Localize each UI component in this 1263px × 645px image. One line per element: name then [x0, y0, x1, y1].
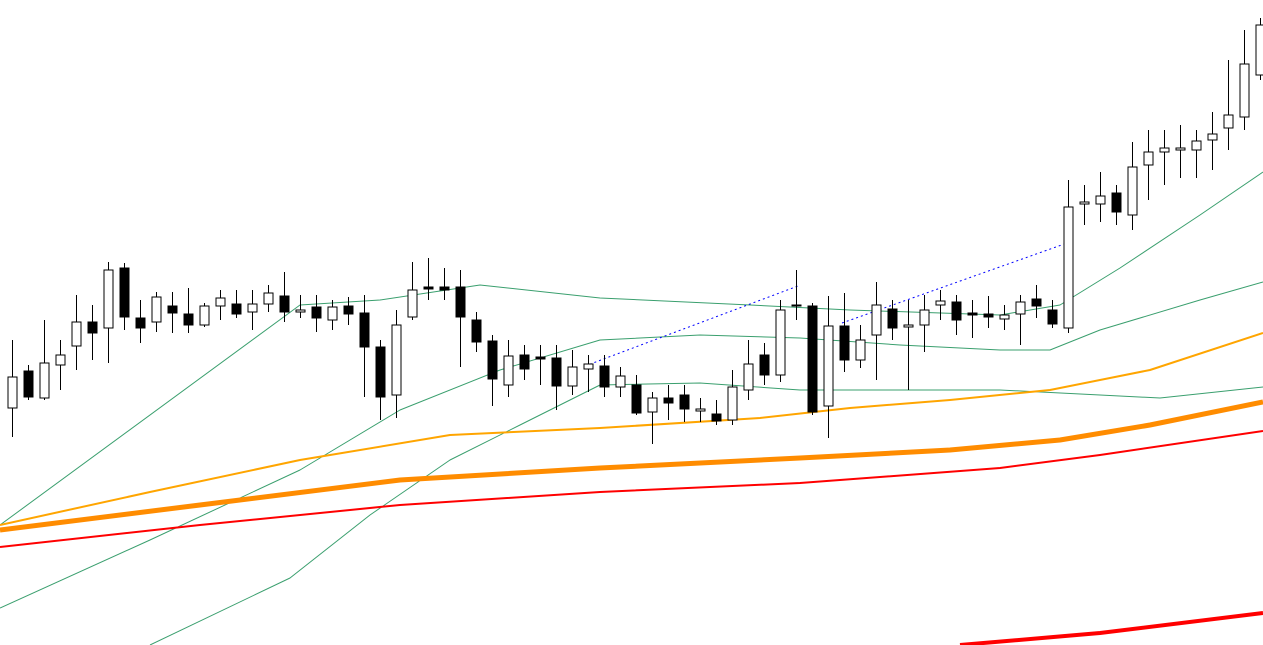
candle-body [1143, 151, 1154, 166]
indicator-line [0, 430, 1263, 548]
candle-body [199, 305, 210, 326]
candle-body [551, 357, 562, 387]
indicator-line [0, 281, 1263, 609]
candle-body [391, 324, 402, 396]
candle-body [103, 269, 114, 329]
candle-body [55, 354, 66, 366]
indicator-line [0, 171, 1263, 526]
candle-body [455, 286, 466, 318]
candle-body [327, 306, 338, 321]
candle-body [1015, 301, 1026, 315]
candle-body [231, 303, 242, 315]
candle-body [1223, 114, 1234, 129]
candle-body [1207, 133, 1218, 141]
candle-body [151, 296, 162, 323]
candle-body [775, 309, 786, 376]
candle-body [135, 317, 146, 329]
indicator-line [0, 332, 1263, 526]
candle-body [999, 314, 1010, 320]
candle-body [1047, 309, 1058, 325]
candle-body [1127, 166, 1138, 216]
candle-body [343, 305, 354, 315]
candle-body [647, 397, 658, 413]
candle-body [39, 362, 50, 399]
candle-body [679, 394, 690, 410]
candle-body [71, 321, 82, 347]
candle-body [967, 312, 978, 316]
candle-body [311, 306, 322, 319]
candle-body [791, 304, 802, 307]
candle-body [423, 286, 434, 290]
candle-body [855, 339, 866, 361]
candle-body [247, 303, 258, 313]
candle-body [183, 313, 194, 326]
candle-body [1191, 140, 1202, 151]
indicator-line [0, 399, 1263, 533]
candle-body [1175, 147, 1186, 151]
candle-body [535, 356, 546, 360]
candle-body [1111, 192, 1122, 213]
candle-body [887, 308, 898, 329]
candle-body [663, 397, 674, 404]
candle-body [839, 325, 850, 361]
candle-body [439, 286, 450, 291]
candle-body [23, 370, 34, 398]
candle-body [407, 289, 418, 318]
candle-body [1239, 63, 1250, 118]
indicator-line [959, 611, 1263, 645]
candle-body [615, 375, 626, 388]
candle-body [119, 267, 130, 318]
candle-body [583, 363, 594, 370]
candle-body [919, 309, 930, 326]
candle-body [631, 384, 642, 414]
candle-body [7, 376, 18, 409]
candle-body [1255, 24, 1263, 76]
candle-body [1063, 206, 1074, 329]
candle-body [807, 305, 818, 413]
candle-body [215, 297, 226, 307]
candle-body [1079, 201, 1090, 205]
candle-body [951, 301, 962, 321]
candle-body [503, 355, 514, 386]
candle-body [935, 300, 946, 306]
candle-body [519, 354, 530, 370]
candle-body [1159, 147, 1170, 153]
candle-body [167, 305, 178, 314]
candle-body [727, 386, 738, 421]
candle-body [903, 324, 914, 328]
candle-body [279, 295, 290, 313]
candle-body [295, 309, 306, 313]
candle-body [87, 321, 98, 334]
candle-body [743, 363, 754, 391]
indicator-line [149, 382, 1263, 645]
candle-body [759, 354, 770, 376]
candle-body [599, 365, 610, 388]
candle-body [471, 319, 482, 343]
trade-line [584, 285, 799, 367]
candle-body [359, 312, 370, 348]
candle-body [1095, 195, 1106, 205]
candle-body [567, 366, 578, 387]
candle-body [263, 292, 274, 305]
candle-body [871, 304, 882, 336]
candle-body [823, 325, 834, 407]
candle-body [983, 313, 994, 318]
candle-body [1031, 298, 1042, 307]
candle-body [375, 346, 386, 398]
candle-body [695, 408, 706, 412]
candle-body [711, 413, 722, 422]
candle-body [487, 340, 498, 380]
